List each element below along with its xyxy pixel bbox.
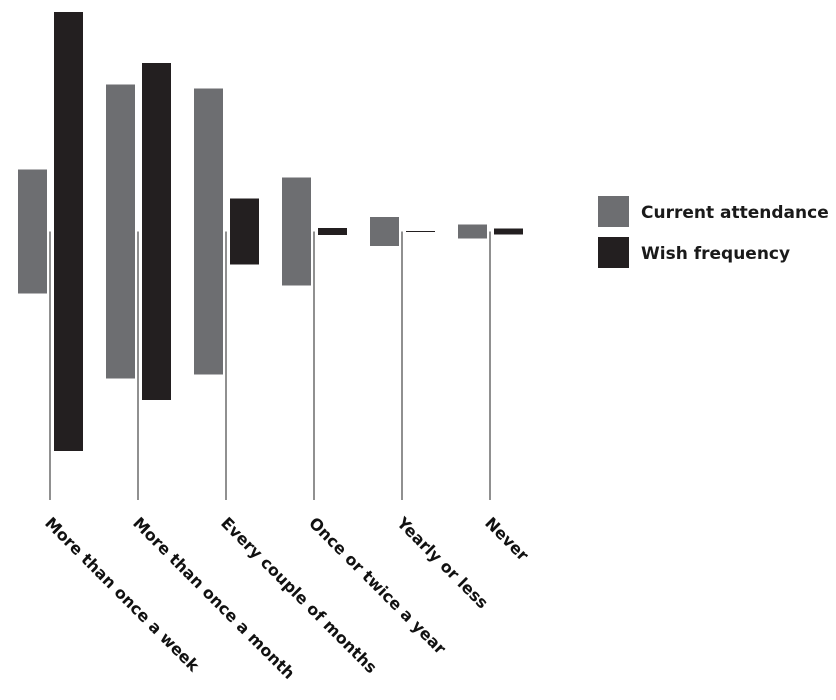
legend: Current attendance Wish frequency [598, 196, 829, 268]
bar-wish-frequency-yearly-or-less [406, 231, 435, 232]
legend-label-wish-frequency: Wish frequency [641, 244, 790, 264]
bar-wish-frequency-every-couple-of-months [230, 198, 259, 265]
bar-current-attendance-more-than-once-a-week [18, 169, 47, 294]
bar-current-attendance-yearly-or-less [370, 217, 399, 246]
tick-label-yearly-or-less: Yearly or less [392, 513, 492, 613]
bar-current-attendance-never [458, 224, 487, 239]
tick-label-never: Never [481, 513, 532, 564]
bar-wish-frequency-more-than-once-a-week [54, 12, 83, 451]
category-axis [49, 231, 491, 500]
legend-label-current-attendance: Current attendance [641, 203, 829, 223]
bars-group [18, 12, 523, 451]
tick-label-every-couple-of-months: Every couple of months [217, 513, 381, 677]
bar-current-attendance-once-or-twice-a-year [282, 177, 311, 286]
bar-wish-frequency-never [494, 228, 523, 235]
tick-label-more-than-once-a-week: More than once a week [41, 513, 203, 675]
legend-swatch-wish-frequency [598, 237, 629, 268]
bar-current-attendance-every-couple-of-months [194, 88, 223, 375]
bar-wish-frequency-once-or-twice-a-year [318, 228, 347, 235]
bar-current-attendance-more-than-once-a-month [106, 84, 135, 379]
legend-swatch-current-attendance [598, 196, 629, 227]
bar-wish-frequency-more-than-once-a-month [142, 63, 171, 400]
tick-label-more-than-once-a-month: More than once a month [129, 513, 299, 683]
